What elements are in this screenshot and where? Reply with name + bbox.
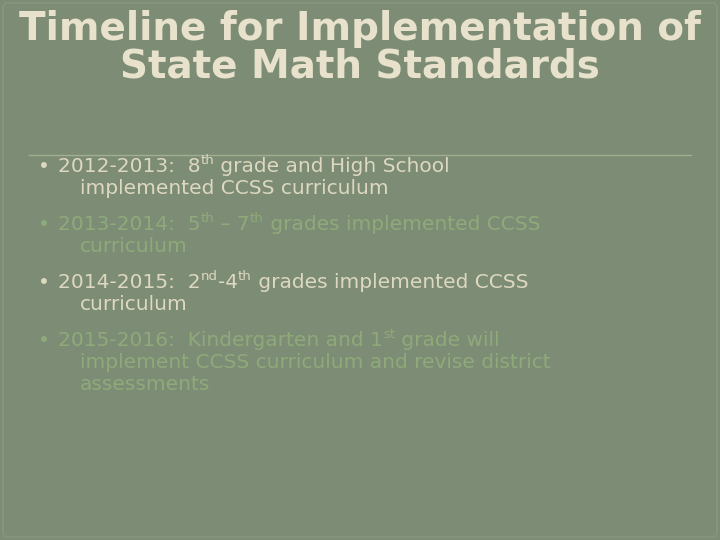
Text: 2014-2015:  2: 2014-2015: 2 <box>58 273 201 292</box>
Text: th: th <box>201 154 215 167</box>
Text: th: th <box>250 212 264 225</box>
Text: •: • <box>38 331 50 350</box>
Text: curriculum: curriculum <box>80 295 188 314</box>
Text: grades implemented CCSS: grades implemented CCSS <box>264 215 540 234</box>
Text: •: • <box>38 215 50 234</box>
Text: •: • <box>38 273 50 292</box>
Text: Timeline for Implementation of: Timeline for Implementation of <box>19 10 701 48</box>
Text: nd: nd <box>201 270 217 283</box>
Text: – 7: – 7 <box>215 215 250 234</box>
Text: implement CCSS curriculum and revise district: implement CCSS curriculum and revise dis… <box>80 353 551 372</box>
Text: th: th <box>238 270 251 283</box>
Text: grade and High School: grade and High School <box>215 157 450 176</box>
Text: th: th <box>200 212 215 225</box>
FancyBboxPatch shape <box>3 3 717 537</box>
Text: assessments: assessments <box>80 375 210 394</box>
Text: State Math Standards: State Math Standards <box>120 47 600 85</box>
Text: grades implemented CCSS: grades implemented CCSS <box>251 273 528 292</box>
Text: •: • <box>38 157 50 176</box>
Text: -4: -4 <box>217 273 238 292</box>
Text: 2015-2016:  Kindergarten and 1: 2015-2016: Kindergarten and 1 <box>58 331 383 350</box>
Text: st: st <box>383 328 395 341</box>
Text: curriculum: curriculum <box>80 237 188 256</box>
Text: grade will: grade will <box>395 331 500 350</box>
Text: implemented CCSS curriculum: implemented CCSS curriculum <box>80 179 389 198</box>
Text: 2012-2013:  8: 2012-2013: 8 <box>58 157 201 176</box>
Text: 2013-2014:  5: 2013-2014: 5 <box>58 215 200 234</box>
